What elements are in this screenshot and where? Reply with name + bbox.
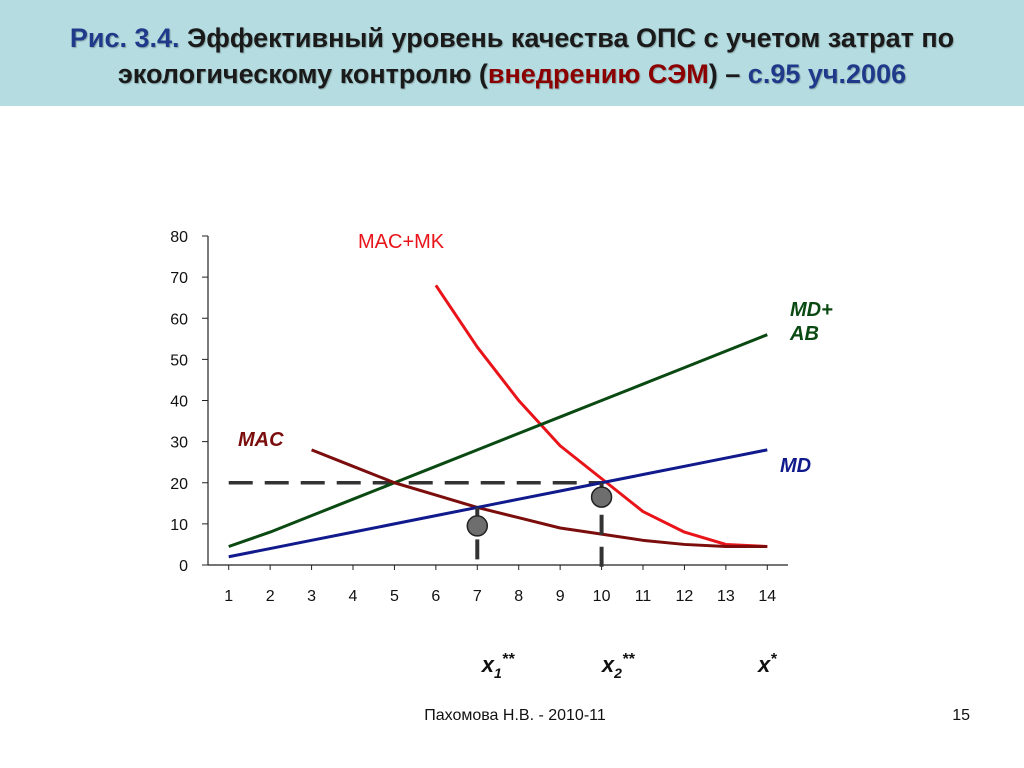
y-tick-label: 30 bbox=[170, 435, 188, 452]
series-line-1 bbox=[228, 333, 768, 548]
series-label-2: MAC bbox=[238, 429, 284, 451]
footer-author: Пахомова Н.В. - 2010-11 bbox=[424, 707, 606, 724]
page-number: 15 bbox=[952, 707, 970, 724]
y-tick-label: 80 bbox=[170, 229, 188, 246]
y-tick-label: 70 bbox=[170, 270, 188, 287]
title-bar bbox=[0, 0, 1024, 106]
figure-number: Рис. 3.4. bbox=[69, 23, 180, 53]
x-tick-label: 2 bbox=[266, 588, 275, 605]
series-line-2 bbox=[311, 448, 768, 548]
x-tick-label: 14 bbox=[758, 588, 776, 605]
series-line-0 bbox=[434, 284, 768, 548]
marker-0 bbox=[466, 515, 489, 537]
x-tick-label: 12 bbox=[676, 588, 694, 605]
y-tick-label: 60 bbox=[170, 311, 188, 328]
marker-1 bbox=[590, 486, 613, 508]
series-line-3 bbox=[228, 448, 768, 559]
x-tick-label: 11 bbox=[635, 588, 652, 605]
x-tick-label: 8 bbox=[514, 588, 523, 605]
title-line2-start: экологическому контролю ( bbox=[117, 59, 488, 89]
x-tick-label: 4 bbox=[349, 588, 358, 605]
y-tick-label: 50 bbox=[170, 352, 188, 369]
y-tick-label: 0 bbox=[179, 558, 188, 575]
y-tick-label: 20 bbox=[170, 476, 188, 493]
x-tick-label: 5 bbox=[390, 588, 399, 605]
y-tick-label: 10 bbox=[170, 517, 188, 534]
slide-title: Рис. 3.4. Эффективный уровень качества О… bbox=[20, 20, 1004, 92]
y-tick-label: 40 bbox=[170, 394, 188, 411]
x-annotation-1: x2** bbox=[601, 651, 635, 681]
x-tick-label: 3 bbox=[307, 588, 316, 605]
title-source: с.95 уч.2006 bbox=[747, 59, 907, 89]
title-highlight: внедрению СЭМ bbox=[487, 59, 709, 89]
x-tick-label: 10 bbox=[593, 588, 611, 605]
title-line2-end: ) – bbox=[708, 59, 748, 89]
x-tick-label: 1 bbox=[224, 588, 233, 605]
series-label-3: MD bbox=[780, 455, 811, 477]
series-label-1: MD+ AB bbox=[789, 299, 833, 345]
x-annotation-0: x1** bbox=[481, 651, 515, 681]
x-annotation-2: x* bbox=[757, 651, 777, 677]
title-line1: Эффективный уровень качества ОПС с учето… bbox=[179, 23, 955, 53]
series-label-0: MAC+MK bbox=[358, 231, 445, 253]
x-tick-label: 9 bbox=[556, 588, 565, 605]
x-tick-label: 6 bbox=[431, 588, 440, 605]
x-tick-label: 13 bbox=[717, 588, 735, 605]
x-tick-label: 7 bbox=[473, 588, 482, 605]
